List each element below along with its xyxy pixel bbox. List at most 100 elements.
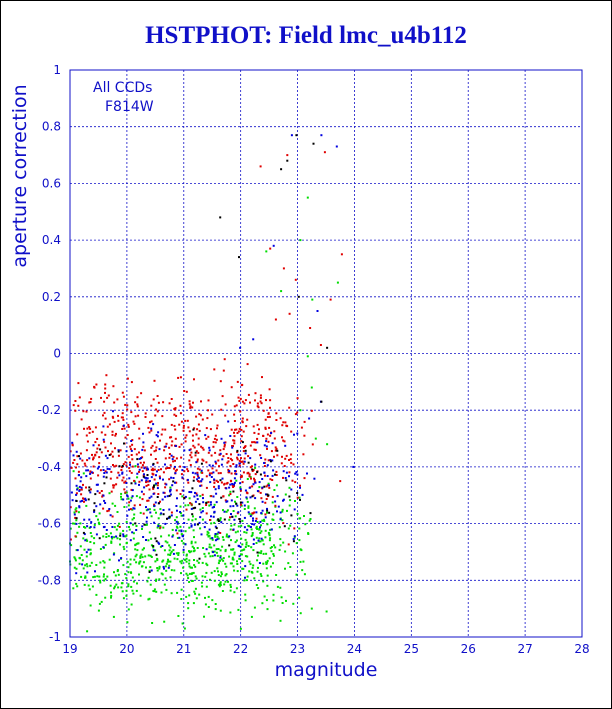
data-point (229, 589, 232, 592)
data-point (269, 537, 272, 540)
data-point (95, 505, 98, 508)
data-point (266, 507, 268, 510)
data-point (127, 608, 130, 611)
data-point (272, 553, 275, 555)
data-point (89, 470, 92, 473)
data-point (232, 486, 235, 488)
data-point (238, 464, 241, 467)
data-point (299, 486, 301, 489)
data-point (273, 489, 276, 491)
data-point (73, 459, 76, 461)
data-point (175, 489, 178, 492)
data-point (296, 411, 299, 414)
data-point (201, 446, 204, 449)
data-point (164, 445, 167, 448)
data-point (145, 476, 148, 479)
data-point (209, 428, 212, 431)
data-point (100, 451, 103, 454)
data-point (271, 501, 274, 504)
data-point (99, 581, 102, 584)
data-point (148, 480, 151, 482)
data-point (225, 500, 228, 503)
data-point (108, 454, 111, 456)
data-point (213, 521, 216, 524)
data-point (183, 449, 186, 452)
data-point (155, 579, 157, 582)
data-point (229, 586, 232, 588)
data-point (113, 465, 116, 468)
data-point (168, 549, 171, 552)
data-point (87, 584, 90, 587)
data-point (175, 505, 178, 507)
data-point (273, 437, 276, 440)
data-point (202, 501, 205, 504)
data-point (257, 587, 260, 590)
data-point (310, 409, 313, 412)
data-point (193, 495, 196, 498)
data-point (152, 423, 155, 426)
data-point (280, 462, 283, 465)
data-point (236, 570, 239, 573)
data-point (122, 463, 125, 466)
data-point (255, 542, 258, 544)
data-point (215, 479, 218, 482)
data-point (183, 497, 186, 500)
data-point (228, 470, 231, 473)
data-point (251, 566, 254, 569)
data-point (243, 526, 246, 529)
data-point (82, 531, 85, 534)
data-point (267, 440, 270, 443)
data-point (121, 471, 124, 474)
data-point (140, 479, 143, 482)
data-point (258, 486, 261, 489)
x-tick-label: 23 (290, 642, 305, 656)
data-point (117, 586, 120, 589)
data-point (189, 448, 192, 451)
data-point (190, 525, 193, 528)
data-point (263, 595, 266, 598)
data-point (103, 482, 106, 485)
data-point (257, 566, 259, 569)
data-point (83, 500, 85, 503)
data-point (237, 608, 240, 611)
data-point (312, 142, 315, 145)
data-point (222, 495, 225, 498)
data-point (269, 459, 272, 461)
data-point (97, 518, 99, 521)
data-point (170, 592, 173, 595)
y-tick-label: -1 (49, 630, 61, 644)
data-point (316, 310, 319, 312)
data-point (158, 475, 161, 478)
data-point (245, 543, 248, 546)
data-point (161, 428, 164, 431)
data-point (302, 560, 305, 563)
data-point (237, 396, 240, 399)
data-point (299, 498, 301, 501)
data-point (132, 580, 135, 583)
data-point (241, 519, 244, 522)
data-point (173, 544, 176, 546)
data-point (102, 507, 105, 510)
data-point (170, 423, 173, 426)
data-point (153, 468, 156, 471)
data-point (224, 550, 227, 553)
data-point (257, 539, 260, 542)
data-point (157, 431, 160, 434)
data-point (134, 522, 137, 525)
data-point (123, 481, 126, 484)
data-point (196, 494, 199, 497)
data-point (104, 596, 107, 599)
data-point (217, 531, 220, 534)
data-point (187, 426, 190, 429)
data-point (74, 516, 77, 519)
data-point (282, 421, 285, 424)
data-point (296, 432, 299, 435)
data-point (72, 522, 74, 525)
data-point (107, 509, 110, 512)
data-point (83, 427, 85, 430)
data-point (145, 481, 147, 484)
data-point (94, 493, 97, 496)
data-point (169, 489, 171, 492)
data-point (248, 486, 251, 489)
data-point (218, 585, 221, 588)
